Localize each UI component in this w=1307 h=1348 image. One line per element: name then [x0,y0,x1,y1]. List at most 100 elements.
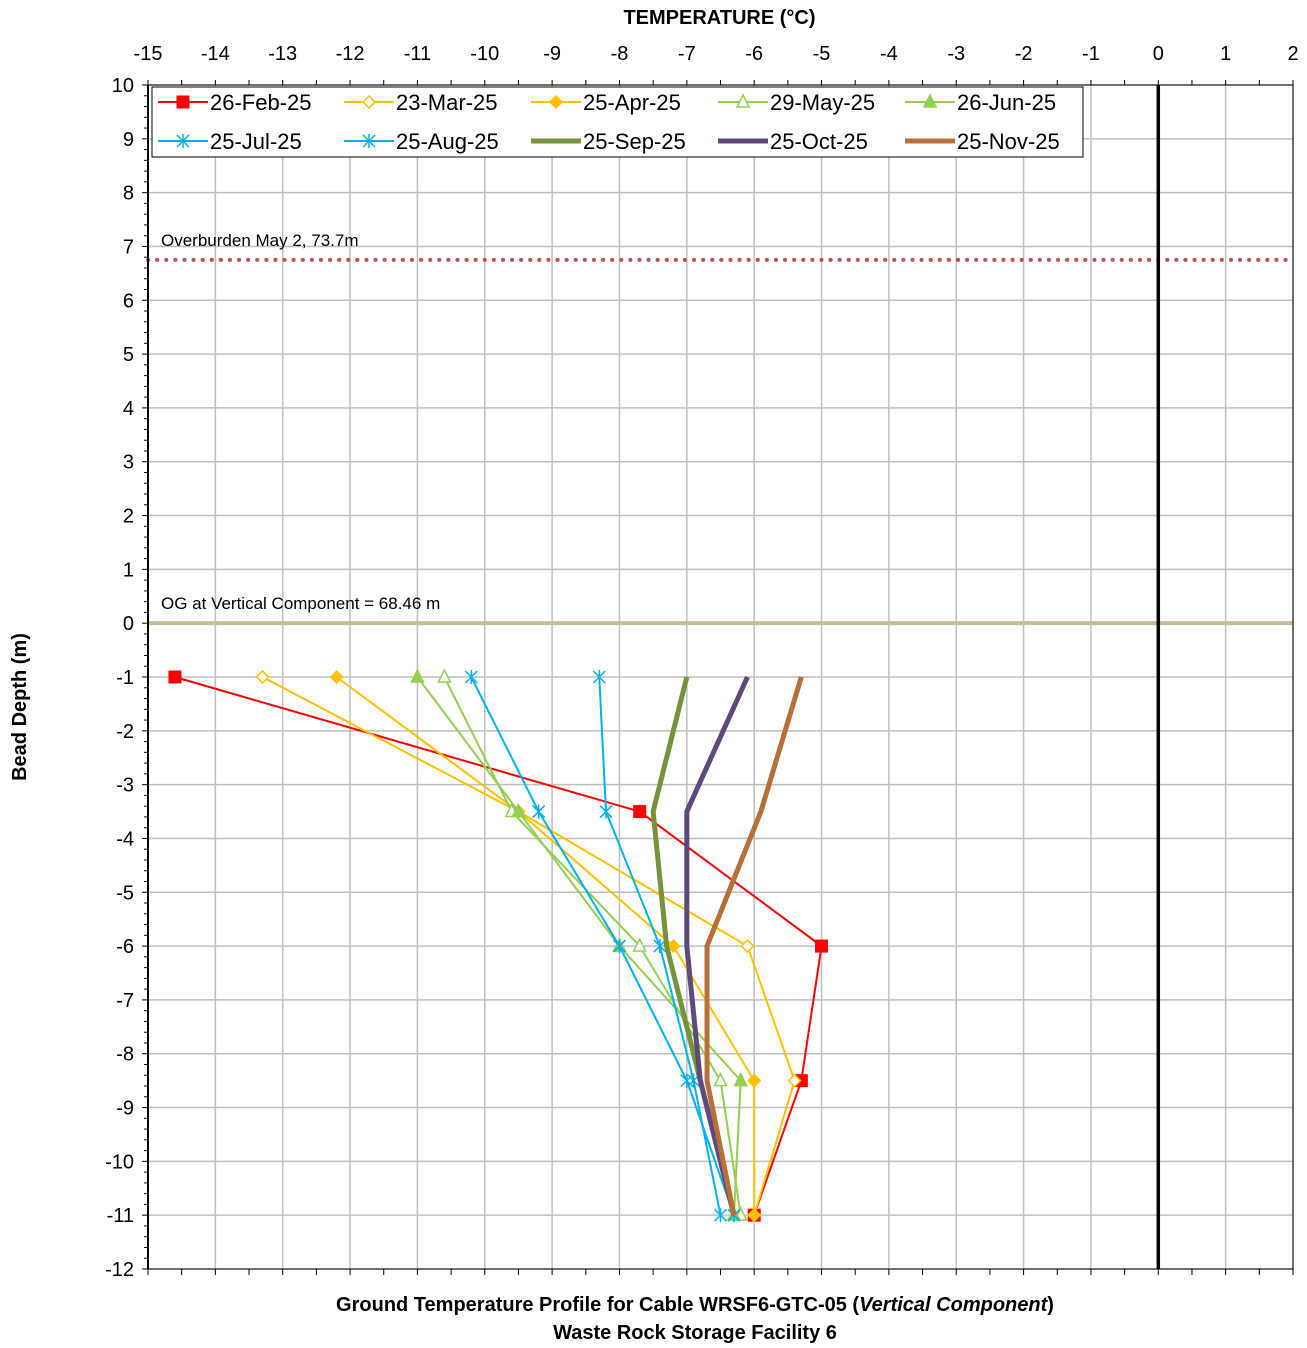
legend-label: 23-Mar-25 [396,90,497,115]
legend-label: 26-Feb-25 [210,90,312,115]
y-tick-label: -1 [116,667,134,689]
diamond-marker [255,669,270,685]
caption-line: Waste Rock Storage Facility 6 [553,1322,837,1344]
legend-label: 25-Nov-25 [957,129,1060,154]
chart-caption: Ground Temperature Profile for Cable WRS… [336,1294,1054,1344]
legend-label: 25-Jul-25 [210,129,302,154]
diamond-marker [787,1073,802,1088]
legend-item: 25-Nov-25 [905,129,1060,154]
caption-part: ) [1047,1294,1054,1316]
series-25-Nov-25 [704,676,804,1216]
x-tick-label: -6 [745,43,763,65]
caption-line: Ground Temperature Profile for Cable WRS… [336,1294,1054,1316]
series-line [684,675,750,1216]
y-tick-label: -9 [116,1098,134,1120]
y-tick-label: -2 [116,721,134,743]
triangle-marker [733,1071,748,1087]
x-tick-label: -15 [134,43,163,65]
legend-label: 25-Sep-25 [583,129,686,154]
x-tick-label: 1 [1220,43,1231,65]
y-tick-label: 5 [123,344,134,366]
y-tick-label: -7 [116,990,134,1012]
asterisk-marker [713,1208,728,1223]
triangle-marker [632,937,647,952]
diamond-marker [361,94,377,110]
triangle-marker [713,1071,728,1087]
legend-item: 25-Apr-25 [531,90,681,115]
x-tick-label: -10 [470,43,499,65]
series-25-Apr-25 [329,669,762,1223]
legend-label: 25-Oct-25 [770,129,868,154]
diamond-marker [666,939,681,954]
x-tick-label: -12 [336,43,365,65]
triangle-marker [437,668,452,683]
reference-lines [146,85,1295,1269]
x-axis-title: TEMPERATURE (°C) [623,7,815,29]
legend-item: 25-Oct-25 [718,129,868,154]
x-tick-label: -7 [678,43,696,65]
asterisk-marker [362,134,376,148]
reference-line-label: Overburden May 2, 73.7m [161,231,358,250]
legend-label: 29-May-25 [770,90,875,115]
legend-item: 25-Sep-25 [531,129,686,154]
x-tick-label: -11 [404,43,431,65]
diamond-marker [747,1073,762,1088]
asterisk-marker [176,134,190,148]
series-26-Jun-25 [410,668,748,1221]
x-tick-label: -4 [880,43,898,65]
axes [142,80,1294,1275]
triangle-marker [511,802,526,818]
asterisk-marker [464,670,478,684]
series-25-Oct-25 [684,675,750,1216]
x-tick-label: -2 [1015,43,1033,65]
series-25-Aug-25 [464,670,741,1223]
data-series [168,668,829,1223]
annotations: Overburden May 2, 73.7m OG at Vertical Co… [161,231,440,613]
y-tick-label: 1 [123,559,134,581]
x-tick-label: -8 [611,43,629,65]
y-axis-title: Bead Depth (m) [9,633,31,781]
y-tick-label: -8 [116,1044,134,1066]
y-tick-label: 10 [112,75,134,97]
y-tick-label: 6 [123,290,134,312]
y-tick-label: -4 [116,828,134,850]
legend-label: 25-Aug-25 [396,129,499,154]
legend: 26-Feb-25 23-Mar-25 25-Apr-25 29-May-25 26-J… [151,86,1084,158]
caption-part: Ground Temperature Profile for Cable WRS… [336,1294,859,1316]
square-marker [815,939,829,953]
asterisk-marker [680,1073,694,1088]
legend-item: 26-Feb-25 [158,90,312,115]
square-marker [176,95,190,109]
x-tick-label: -5 [813,43,831,65]
square-marker [633,805,647,819]
y-tick-label: -10 [105,1151,134,1173]
legend-item: 25-Jul-25 [158,129,302,154]
caption-part: Waste Rock Storage Facility 6 [553,1322,837,1344]
y-tick-label: -3 [116,775,134,797]
y-tick-label: 7 [123,236,134,258]
x-tick-label: -13 [268,43,297,65]
y-tick-label: -5 [116,882,134,904]
x-tick-label: -1 [1082,43,1100,65]
triangle-marker [410,668,425,683]
asterisk-marker [612,939,627,954]
y-tick-label: -6 [116,936,134,958]
asterisk-marker [599,804,613,819]
x-tick-label: 2 [1287,43,1298,65]
x-tick-label: 0 [1153,43,1164,65]
y-tick-label: -12 [105,1259,134,1281]
diamond-marker [747,1208,762,1223]
series-line [704,676,804,1216]
asterisk-marker [592,670,606,684]
y-tick-label: 8 [123,183,134,205]
square-marker [168,670,182,684]
y-tick-label: 3 [123,452,134,474]
legend-label: 26-Jun-25 [957,90,1056,115]
y-tick-label: 9 [123,129,134,151]
legend-label: 25-Apr-25 [583,90,681,115]
triangle-marker [922,93,938,108]
diamond-marker [740,939,755,954]
asterisk-marker [532,804,546,819]
